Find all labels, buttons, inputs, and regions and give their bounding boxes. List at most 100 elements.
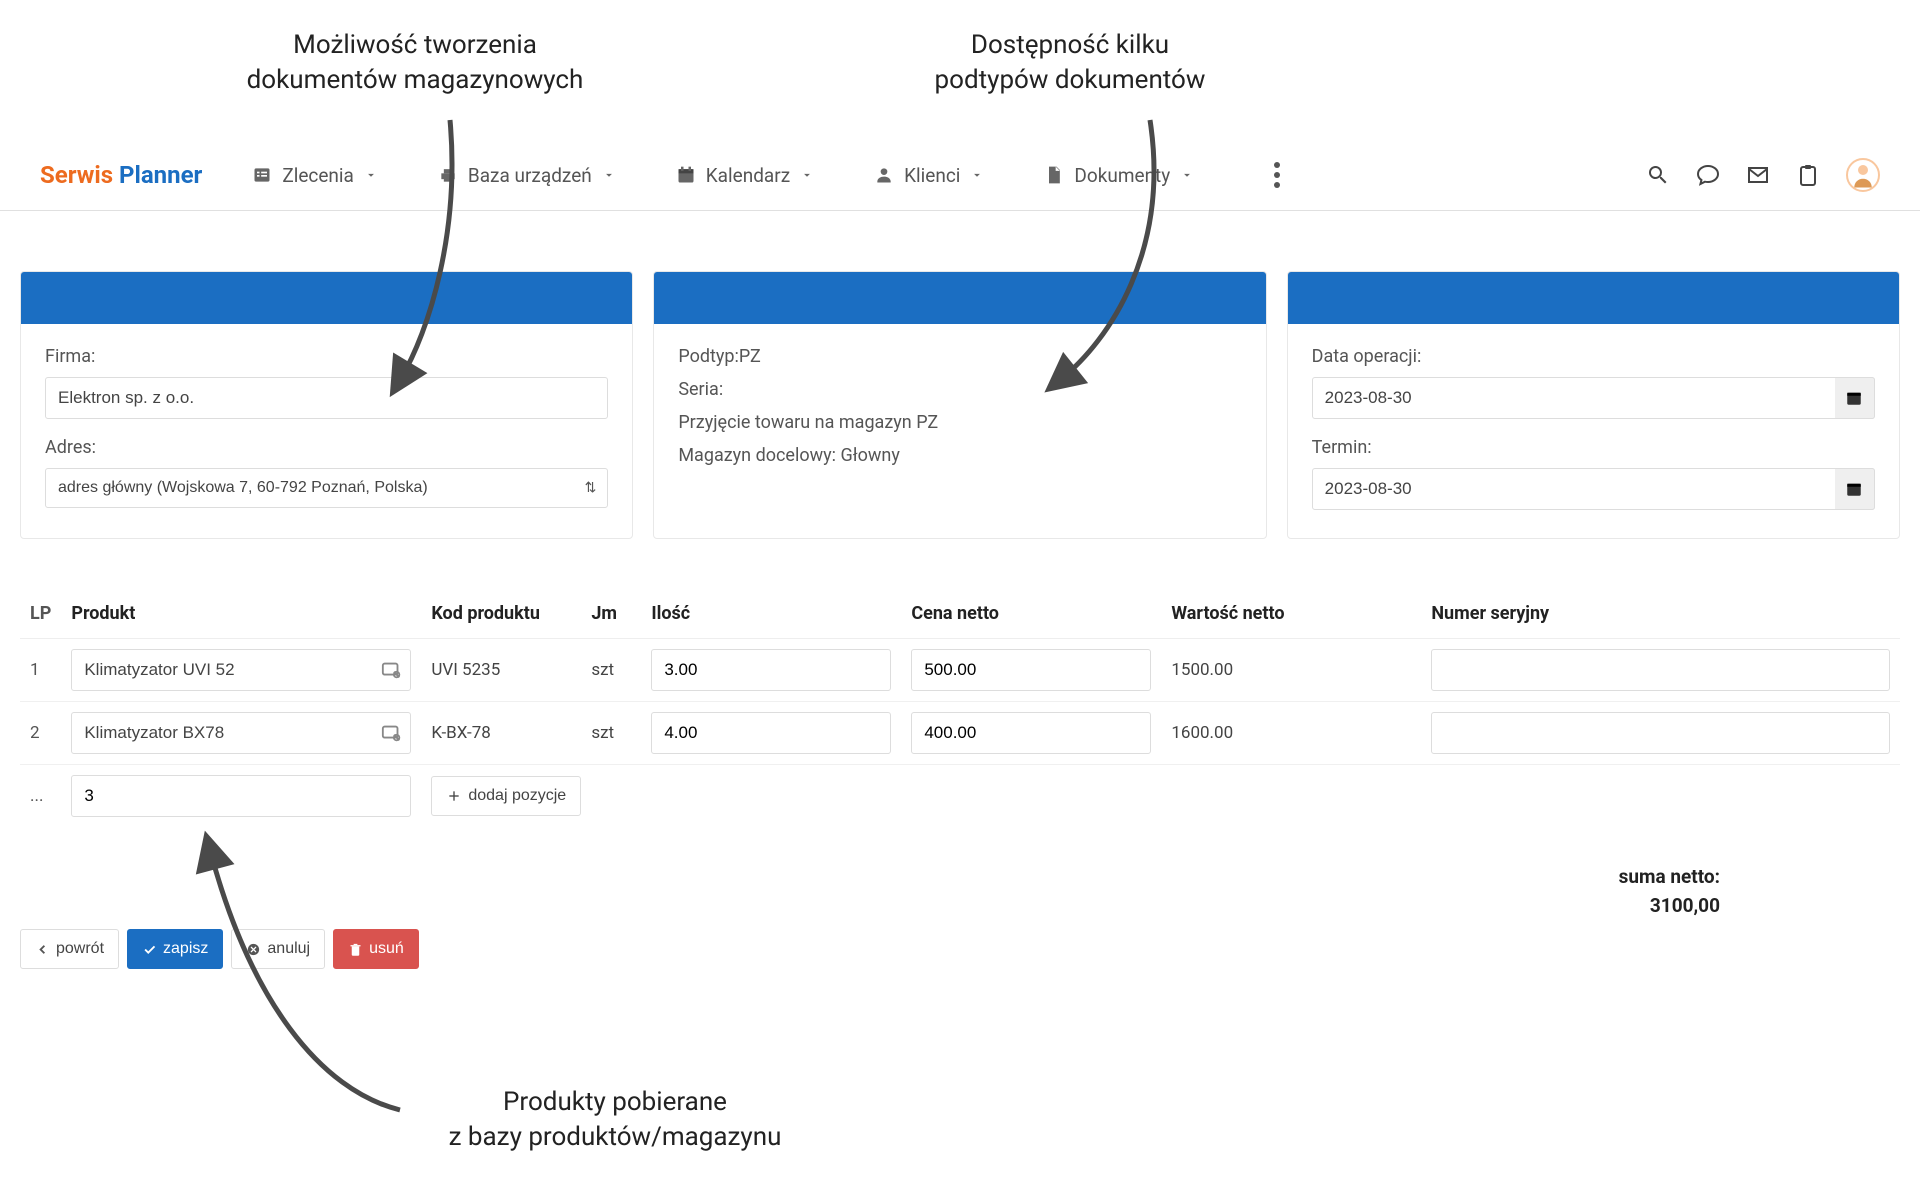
table-row: 2 K-BX-78 szt 1600.00 [20,702,1900,765]
th-ilosc: Ilość [641,589,901,639]
cell-jm: szt [581,702,641,765]
chevron-down-icon [364,168,378,182]
qty-input[interactable] [651,649,891,691]
panel-dates: Data operacji: Termin: [1287,271,1900,539]
main-nav: Zlecenia Baza urządzeń Kalendarz Klienci… [252,162,1646,188]
price-input[interactable] [911,649,1151,691]
select-caret-icon: ⇅ [585,480,597,496]
desc-text: Przyjęcie towaru na magazyn PZ [678,412,1241,433]
list-icon [252,165,272,185]
cancel-label: anuluj [267,940,310,958]
delete-button[interactable]: usuń [333,929,419,969]
product-picker-icon[interactable] [381,659,403,681]
th-jm: Jm [581,589,641,639]
th-cena: Cena netto [901,589,1161,639]
add-label: dodaj pozycje [468,787,566,805]
product-input[interactable] [71,712,411,754]
data-operacji-label: Data operacji: [1312,346,1875,367]
price-input[interactable] [911,712,1151,754]
app-logo: Serwis Planner [40,161,202,189]
calendar-picker-icon[interactable] [1835,468,1875,510]
cell-kod: K-BX-78 [421,702,581,765]
adres-select[interactable] [45,468,608,508]
nav-zlecenia[interactable]: Zlecenia [252,162,378,188]
nav-label: Dokumenty [1074,164,1170,187]
trash-icon [348,942,363,957]
chevron-down-icon [1180,168,1194,182]
printer-icon [438,165,458,185]
chat-icon[interactable] [1696,163,1720,187]
nav-dokumenty[interactable]: Dokumenty [1044,162,1194,188]
th-sn: Numer seryjny [1421,589,1900,639]
plus-icon [446,788,462,804]
more-menu[interactable] [1274,162,1280,188]
seria-text: Seria: [678,379,1241,400]
summary-value: 3100,00 [20,894,1720,917]
mail-icon[interactable] [1746,163,1770,187]
back-button[interactable]: powrót [20,929,119,969]
annotation-bottom: Produkty pobieranez bazy produktów/magaz… [400,1085,830,1155]
document-icon [1044,165,1064,185]
podtyp-text: Podtyp:PZ [678,346,1241,367]
panel-header [1288,272,1899,324]
nav-label: Kalendarz [706,164,790,187]
nav-baza-urzadzen[interactable]: Baza urządzeń [438,162,616,188]
panel-subtype: Podtyp:PZ Seria: Przyjęcie towaru na mag… [653,271,1266,539]
nav-klienci[interactable]: Klienci [874,162,984,188]
person-icon [874,165,894,185]
nav-kalendarz[interactable]: Kalendarz [676,162,814,188]
panel-header [21,272,632,324]
cell-jm: szt [581,639,641,702]
panel-company: Firma: Adres: ⇅ [20,271,633,539]
summary: suma netto: 3100,00 [20,865,1900,917]
clipboard-icon[interactable] [1796,163,1820,187]
calendar-icon [676,165,696,185]
serial-input[interactable] [1431,649,1890,691]
termin-input[interactable] [1312,468,1875,510]
firma-input[interactable] [45,377,608,419]
th-lp: LP [20,589,61,639]
back-label: powrót [56,940,104,958]
user-avatar[interactable] [1846,158,1880,192]
product-picker-icon[interactable] [381,722,403,744]
cell-kod: UVI 5235 [421,639,581,702]
save-label: zapisz [163,940,208,958]
summary-label: suma netto: [20,865,1720,888]
add-position-button[interactable]: dodaj pozycje [431,776,581,816]
panel-header [654,272,1265,324]
check-icon [142,942,157,957]
cell-lp: 2 [20,702,61,765]
save-button[interactable]: zapisz [127,929,223,969]
th-wartosc: Wartość netto [1161,589,1421,639]
chevron-down-icon [602,168,616,182]
table-row: 1 UVI 5235 szt 1500.00 [20,639,1900,702]
calendar-picker-icon[interactable] [1835,377,1875,419]
cell-wartosc: 1600.00 [1161,702,1421,765]
chevron-left-icon [35,942,50,957]
delete-label: usuń [369,940,404,958]
product-input[interactable] [71,649,411,691]
adres-label: Adres: [45,437,608,458]
top-navbar: Serwis Planner Zlecenia Baza urządzeń Ka… [0,140,1920,211]
search-icon[interactable] [1646,163,1670,187]
nav-label: Klienci [904,164,960,187]
magazyn-text: Magazyn docelowy: Głowny [678,445,1241,466]
logo-part1: Serwis [40,161,113,189]
data-operacji-input[interactable] [1312,377,1875,419]
cell-lp: 1 [20,639,61,702]
action-bar: powrót zapisz anuluj usuń [20,929,1900,969]
cancel-icon [246,942,261,957]
serial-input[interactable] [1431,712,1890,754]
cell-wartosc: 1500.00 [1161,639,1421,702]
nav-label: Zlecenia [282,164,354,187]
chevron-down-icon [970,168,984,182]
termin-label: Termin: [1312,437,1875,458]
th-kod: Kod produktu [421,589,581,639]
annotation-top-left: Możliwość tworzeniadokumentów magazynowy… [200,28,630,98]
cancel-button[interactable]: anuluj [231,929,325,969]
qty-input[interactable] [651,712,891,754]
new-row-lp: ... [20,765,61,828]
annotation-top-right: Dostępność kilkupodtypów dokumentów [870,28,1270,98]
logo-part2: Planner [119,161,202,189]
new-row-input[interactable] [71,775,411,817]
